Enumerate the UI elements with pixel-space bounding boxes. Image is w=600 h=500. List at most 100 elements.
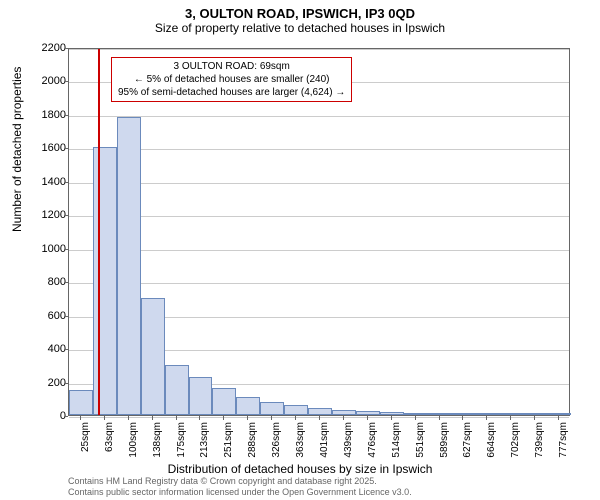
y-tick-label: 1800 [36,109,66,121]
x-tick-label: 777sqm [558,422,569,472]
x-tick-label: 25sqm [80,422,91,472]
x-tick-mark [391,416,392,420]
y-tick-label: 1000 [36,243,66,255]
x-tick-mark [247,416,248,420]
x-tick-label: 288sqm [247,422,258,472]
reference-line [98,49,100,415]
x-tick-mark [199,416,200,420]
x-tick-label: 401sqm [319,422,330,472]
histogram-bar [93,147,117,415]
histogram-bar [356,411,380,415]
x-tick-mark [510,416,511,420]
histogram-bar [212,388,236,415]
histogram-bar [332,410,356,415]
x-tick-label: 100sqm [128,422,139,472]
histogram-bar [141,298,165,415]
y-tick-mark [64,383,68,384]
footer-line-2: Contains public sector information licen… [68,487,412,498]
x-tick-label: 363sqm [295,422,306,472]
x-tick-mark [176,416,177,420]
footer-attribution: Contains HM Land Registry data © Crown c… [68,476,412,498]
x-tick-label: 739sqm [534,422,545,472]
histogram-bar [165,365,189,415]
y-tick-mark [64,215,68,216]
x-tick-mark [295,416,296,420]
y-tick-label: 600 [36,310,66,322]
histogram-bar [547,413,571,415]
x-tick-mark [223,416,224,420]
grid-line [69,216,569,217]
grid-line [69,250,569,251]
grid-line [69,149,569,150]
y-tick-label: 200 [36,377,66,389]
x-tick-label: 326sqm [271,422,282,472]
y-tick-mark [64,316,68,317]
histogram-bar [189,377,213,415]
x-tick-mark [462,416,463,420]
x-tick-mark [104,416,105,420]
y-tick-label: 0 [36,410,66,422]
x-tick-mark [271,416,272,420]
y-tick-mark [64,148,68,149]
x-tick-label: 702sqm [510,422,521,472]
x-tick-label: 138sqm [152,422,163,472]
x-tick-mark [367,416,368,420]
y-tick-label: 400 [36,343,66,355]
x-tick-mark [486,416,487,420]
grid-line [69,116,569,117]
x-tick-mark [80,416,81,420]
footer-line-1: Contains HM Land Registry data © Crown c… [68,476,412,487]
y-tick-mark [64,349,68,350]
histogram-bar [236,397,260,415]
histogram-bar [428,413,452,415]
plot-area: 3 OULTON ROAD: 69sqm← 5% of detached hou… [68,48,570,416]
grid-line [69,49,569,50]
x-tick-mark [319,416,320,420]
histogram-bar [284,405,308,415]
histogram-bar [451,413,475,415]
y-tick-label: 1600 [36,142,66,154]
y-tick-mark [64,416,68,417]
grid-line [69,183,569,184]
histogram-bar [69,390,93,415]
grid-line [69,283,569,284]
histogram-bar [380,412,404,415]
x-tick-label: 627sqm [462,422,473,472]
y-axis-label: Number of detached properties [10,67,24,232]
annotation-box: 3 OULTON ROAD: 69sqm← 5% of detached hou… [111,57,352,102]
annotation-line: ← 5% of detached houses are smaller (240… [118,73,345,86]
x-tick-label: 476sqm [367,422,378,472]
x-tick-label: 63sqm [104,422,115,472]
y-tick-label: 800 [36,276,66,288]
y-tick-label: 2000 [36,75,66,87]
annotation-line: 3 OULTON ROAD: 69sqm [118,60,345,73]
histogram-chart: 3, OULTON ROAD, IPSWICH, IP3 0QD Size of… [0,0,600,500]
x-tick-label: 175sqm [176,422,187,472]
x-tick-label: 589sqm [439,422,450,472]
x-tick-mark [439,416,440,420]
histogram-bar [499,413,523,415]
histogram-bar [260,402,284,415]
x-tick-mark [558,416,559,420]
histogram-bar [308,408,332,415]
chart-title: 3, OULTON ROAD, IPSWICH, IP3 0QD [0,0,600,21]
x-tick-label: 551sqm [415,422,426,472]
chart-subtitle: Size of property relative to detached ho… [0,21,600,39]
x-tick-mark [415,416,416,420]
y-tick-mark [64,115,68,116]
histogram-bar [523,413,547,415]
annotation-line: 95% of semi-detached houses are larger (… [118,86,345,99]
x-tick-mark [534,416,535,420]
x-tick-mark [152,416,153,420]
y-tick-label: 1200 [36,209,66,221]
x-tick-label: 213sqm [199,422,210,472]
histogram-bar [117,117,141,415]
histogram-bar [404,413,428,416]
x-tick-mark [128,416,129,420]
y-tick-label: 1400 [36,176,66,188]
x-tick-label: 251sqm [223,422,234,472]
y-tick-mark [64,249,68,250]
y-tick-label: 2200 [36,42,66,54]
histogram-bar [475,413,499,415]
x-tick-label: 664sqm [486,422,497,472]
